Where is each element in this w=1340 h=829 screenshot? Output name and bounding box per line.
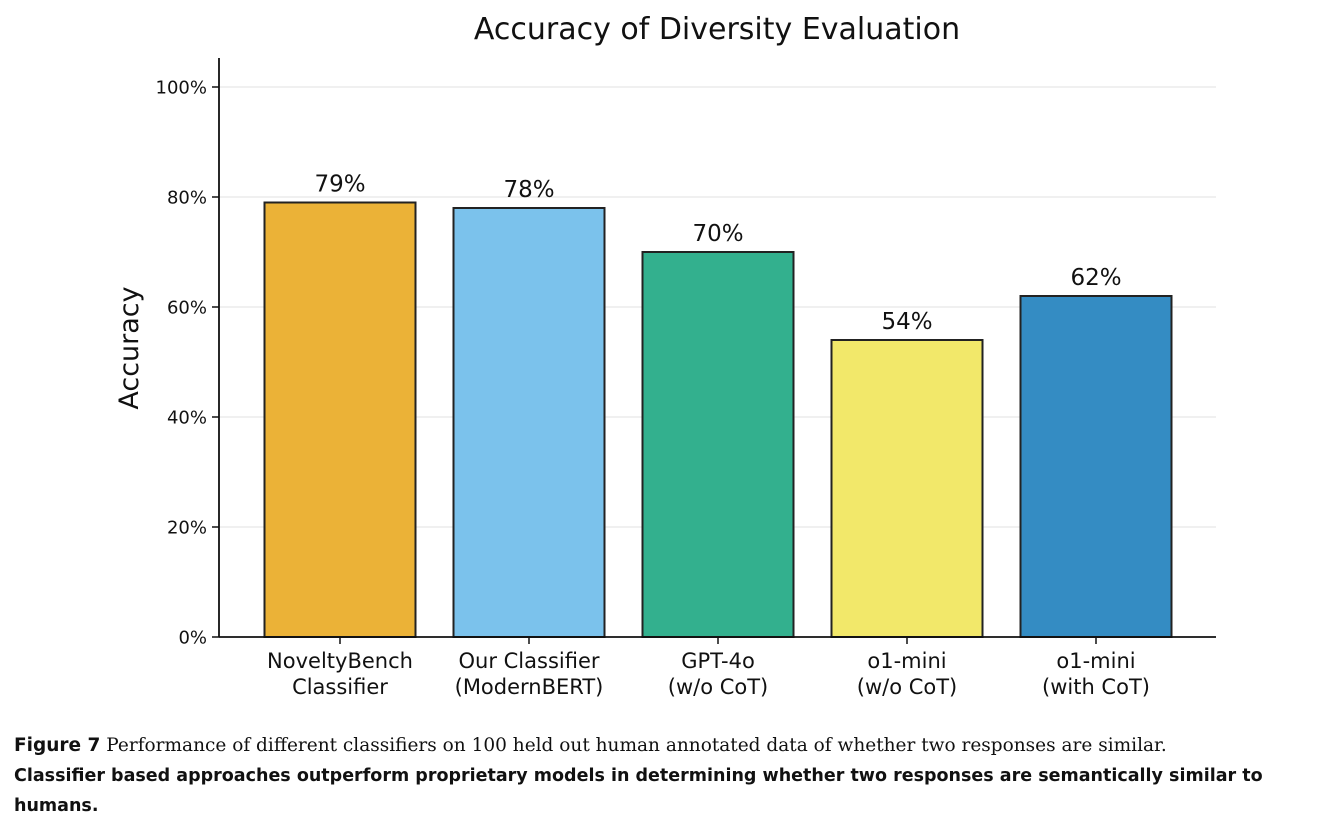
x-tick-label: Classifier — [292, 675, 388, 699]
bar — [830, 339, 984, 638]
figure-caption: Figure 7 Performance of different classi… — [14, 731, 1332, 821]
x-tick-label: (with CoT) — [1042, 675, 1150, 699]
bar — [1019, 295, 1173, 638]
y-tick-label: 20% — [167, 518, 207, 539]
value-label: 78% — [503, 177, 554, 203]
caption-bold-text: Classifier based approaches outperform p… — [14, 766, 1263, 816]
bar — [452, 207, 606, 638]
caption-text: Performance of different classifiers on … — [106, 735, 1167, 756]
x-tick-label: o1-mini — [867, 649, 946, 673]
y-tick-label: 40% — [167, 408, 207, 429]
y-tick-label: 100% — [156, 78, 207, 99]
chart-svg: Accuracy of Diversity Evaluation Accurac… — [114, 12, 1216, 699]
bar-chart: Accuracy of Diversity Evaluation Accurac… — [114, 12, 1216, 699]
y-axis-label: Accuracy — [114, 286, 145, 409]
x-tick-label: (w/o CoT) — [668, 675, 769, 699]
x-tick-label: NoveltyBench — [267, 649, 413, 673]
y-tick-label: 80% — [167, 188, 207, 209]
value-label: 79% — [314, 172, 365, 198]
x-tick-label: GPT-4o — [681, 649, 755, 673]
x-tick-label: Our Classifier — [458, 649, 599, 673]
x-tick-label: (w/o CoT) — [857, 675, 958, 699]
x-tick-label: (ModernBERT) — [455, 675, 604, 699]
value-label: 54% — [881, 309, 932, 335]
chart-title: Accuracy of Diversity Evaluation — [474, 12, 960, 47]
bar — [641, 251, 795, 638]
y-tick-label: 60% — [167, 298, 207, 319]
value-label: 62% — [1070, 265, 1121, 291]
y-tick-label: 0% — [178, 628, 207, 649]
x-tick-label: o1-mini — [1056, 649, 1135, 673]
value-labels: 79% 78% 70% 54% 62% — [314, 172, 1121, 336]
bar — [263, 201, 417, 638]
bars — [263, 201, 1173, 638]
y-ticks: 0% 20% 40% 60% 80% 100% — [156, 78, 219, 649]
caption-label: Figure 7 — [14, 735, 101, 756]
value-label: 70% — [692, 221, 743, 247]
